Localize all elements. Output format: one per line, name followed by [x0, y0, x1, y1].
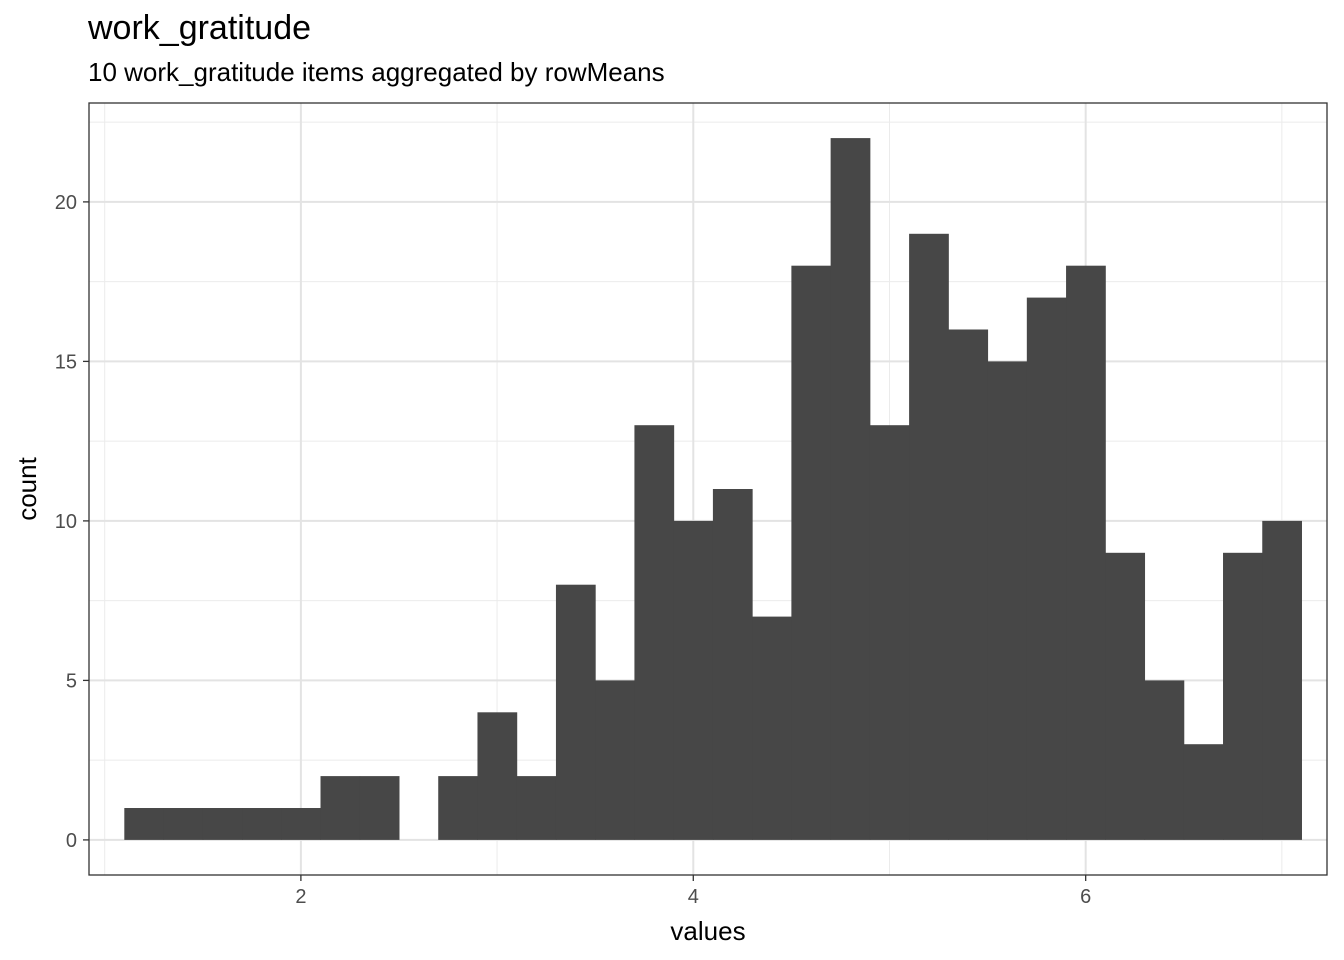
histogram-bar [163, 808, 204, 840]
histogram-bars [124, 138, 1302, 840]
histogram-bar [673, 520, 714, 840]
histogram-bar [1105, 552, 1146, 840]
histogram-bar [791, 265, 832, 840]
y-axis-title: count [12, 456, 42, 520]
y-tick-label: 5 [66, 670, 77, 692]
histogram-bar [281, 808, 322, 840]
y-tick-label: 0 [66, 830, 77, 852]
histogram-bar [438, 776, 478, 840]
histogram-bar [555, 584, 596, 840]
histogram-bar [124, 808, 165, 840]
histogram-bar [242, 808, 282, 840]
x-axis-title: values [670, 916, 745, 946]
x-tick-label: 4 [688, 886, 699, 908]
histogram-bar [948, 329, 989, 840]
chart-subtitle: 10 work_gratitude items aggregated by ro… [88, 57, 665, 87]
plot-panel-border [88, 102, 1328, 876]
histogram-bar [1223, 552, 1263, 840]
histogram-bar [830, 138, 871, 840]
x-tick-label: 6 [1080, 886, 1091, 908]
histogram-bar [202, 808, 243, 840]
histogram-bar [634, 425, 675, 840]
y-tick-label: 20 [55, 192, 77, 214]
histogram-bar [1066, 265, 1106, 840]
histogram-bar [869, 425, 910, 840]
histogram-bar [987, 361, 1028, 840]
histogram-bar [712, 489, 753, 840]
y-tick-label: 10 [55, 511, 77, 533]
histogram-bar [909, 233, 949, 840]
histogram-bar [477, 712, 518, 840]
histogram-bar [752, 616, 792, 840]
histogram-bar [516, 776, 557, 840]
x-tick-label: 2 [295, 886, 306, 908]
histogram-bar [359, 776, 400, 840]
y-tick-label: 15 [55, 351, 77, 373]
x-axis-ticks: 2 4 6 [295, 875, 1091, 908]
histogram-bar [320, 776, 361, 840]
histogram-bar [1183, 744, 1224, 840]
y-axis-ticks: 0 5 10 15 20 [55, 192, 89, 852]
chart-title: work_gratitude [88, 9, 312, 47]
histogram-bar [595, 680, 635, 840]
histogram-bar [1144, 680, 1185, 840]
histogram-bar [1026, 297, 1067, 840]
histogram-bar [1262, 520, 1302, 840]
